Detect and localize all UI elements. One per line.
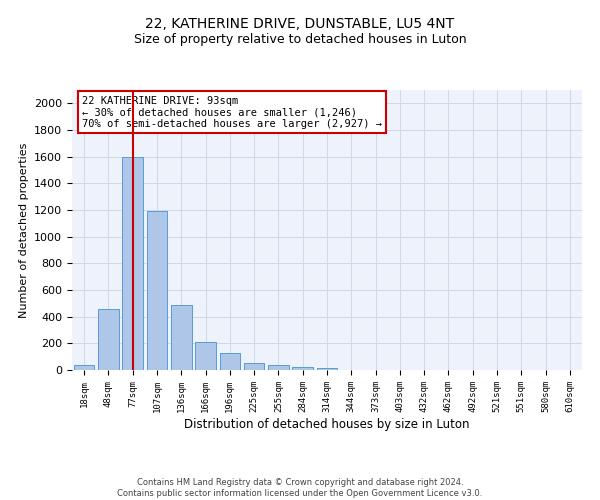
Bar: [146, 212, 167, 370]
Text: Size of property relative to detached houses in Luton: Size of property relative to detached ho…: [134, 32, 466, 46]
Bar: [268, 364, 289, 370]
Bar: [220, 352, 240, 370]
Bar: [292, 366, 313, 370]
Text: 22 KATHERINE DRIVE: 93sqm
← 30% of detached houses are smaller (1,246)
70% of se: 22 KATHERINE DRIVE: 93sqm ← 30% of detac…: [82, 96, 382, 129]
Bar: [244, 364, 265, 370]
Y-axis label: Number of detached properties: Number of detached properties: [19, 142, 29, 318]
Bar: [74, 365, 94, 370]
Bar: [98, 308, 119, 370]
Text: 22, KATHERINE DRIVE, DUNSTABLE, LU5 4NT: 22, KATHERINE DRIVE, DUNSTABLE, LU5 4NT: [145, 18, 455, 32]
Bar: [122, 156, 143, 370]
Bar: [195, 342, 216, 370]
Text: Contains HM Land Registry data © Crown copyright and database right 2024.
Contai: Contains HM Land Registry data © Crown c…: [118, 478, 482, 498]
Bar: [317, 368, 337, 370]
X-axis label: Distribution of detached houses by size in Luton: Distribution of detached houses by size …: [184, 418, 470, 430]
Bar: [171, 304, 191, 370]
